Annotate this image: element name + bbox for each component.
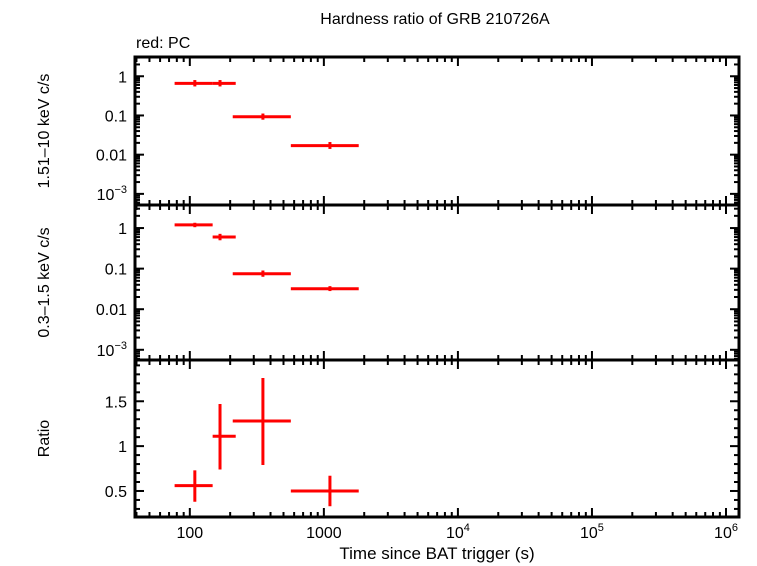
- y-tick-label: 0.01: [96, 302, 127, 319]
- x-tick-label: 105: [580, 522, 604, 542]
- data-point: [212, 80, 236, 87]
- data-point: [174, 222, 213, 228]
- data-point: [290, 142, 359, 149]
- y-axis-label: 0.3–1.5 keV c/s: [36, 227, 53, 337]
- data-point: [290, 286, 359, 292]
- y-tick-label: 1: [118, 439, 127, 456]
- data-point: [212, 233, 236, 241]
- panel-hard: 1 0.1 0.01 10−3 1.51–10 keV c/s: [36, 55, 741, 207]
- y-axis-label: 1.51–10 keV c/s: [36, 74, 53, 189]
- panel-ratio: 1.5 1 0.5 Ratio: [36, 358, 741, 519]
- y-tick-label: 1.5: [105, 394, 127, 411]
- y-tick-label: 10−3: [97, 340, 127, 360]
- x-tick-label: 100: [176, 525, 203, 542]
- y-tick-label: 0.1: [105, 108, 127, 125]
- panel-frame: [133, 358, 741, 519]
- x-axis-label: Time since BAT trigger (s): [339, 544, 534, 563]
- legend-text: red: PC: [136, 35, 190, 52]
- y-tick-label: 0.5: [105, 484, 127, 501]
- x-tick-label: 104: [446, 522, 470, 542]
- y-axis-label: Ratio: [36, 420, 53, 457]
- panel-frame: [133, 55, 741, 207]
- data-point: [232, 113, 291, 120]
- y-tick-label: 1: [118, 69, 127, 86]
- data-point: [290, 475, 359, 507]
- y-tick-label: 1: [118, 221, 127, 238]
- x-tick-label: 1000: [306, 525, 342, 542]
- y-tick-label: 0.1: [105, 262, 127, 279]
- data-point: [212, 403, 236, 470]
- y-tick-label: 10−3: [97, 184, 127, 204]
- x-tick-label: 106: [714, 522, 738, 542]
- panel-soft: 1 0.1 0.01 10−3 0.3–1.5 keV c/s: [36, 203, 741, 362]
- chart-title: Hardness ratio of GRB 210726A: [320, 11, 550, 28]
- data-point: [174, 470, 213, 502]
- data-point: [174, 80, 213, 87]
- y-tick-label: 0.01: [96, 148, 127, 165]
- panel-frame: [133, 203, 741, 362]
- data-point: [232, 377, 291, 465]
- data-point: [232, 270, 291, 277]
